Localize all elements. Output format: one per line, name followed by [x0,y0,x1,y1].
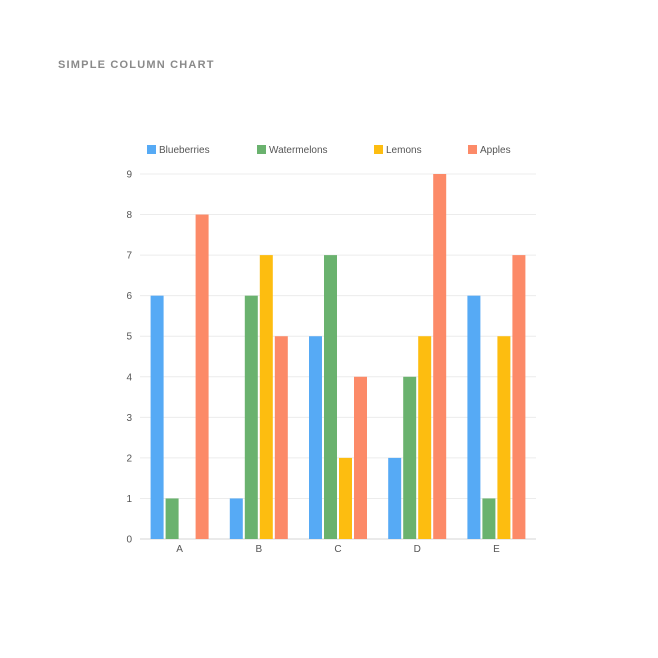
y-tick-label: 1 [126,494,132,505]
legend-label-watermelons: Watermelons [269,145,328,156]
legend-swatch-lemons [374,145,383,154]
bar-apples-e [512,255,526,539]
x-tick-label: B [255,544,262,555]
legend-swatch-watermelons [257,145,266,154]
y-axis-ticks: 0 1 2 3 4 5 6 7 8 9 [126,170,132,546]
y-tick-label: 7 [126,251,132,262]
bar-blueberries-b [229,498,243,539]
bar-blueberries-a [150,295,164,539]
x-tick-label: E [493,544,500,555]
legend-swatch-blueberries [147,145,156,154]
bars [150,174,526,540]
legend-swatch-apples [468,145,477,154]
bar-watermelons-d [403,376,417,539]
x-tick-label: A [176,544,183,555]
y-tick-label: 9 [126,170,132,181]
x-tick-label: D [414,544,421,555]
bar-watermelons-a [165,498,179,539]
bar-blueberries-d [388,457,402,539]
bar-blueberries-e [467,295,481,539]
legend-label-blueberries: Blueberries [159,145,210,156]
x-tick-label: C [334,544,341,555]
bar-apples-c [354,376,367,539]
legend: Blueberries Watermelons Lemons Apples [147,145,511,156]
legend-label-apples: Apples [480,145,511,156]
legend-label-lemons: Lemons [386,145,422,156]
y-tick-label: 5 [126,332,132,343]
bar-watermelons-e [482,498,496,539]
y-tick-label: 0 [126,535,132,546]
x-axis-ticks: A B C D E [176,544,500,555]
bar-lemons-d [418,336,432,539]
bar-apples-d [433,174,447,539]
bar-apples-a [195,214,209,540]
y-tick-label: 4 [126,372,132,383]
chart-title: SIMPLE COLUMN CHART [58,59,215,71]
bar-watermelons-c [324,255,337,539]
bar-lemons-e [497,336,511,539]
bar-apples-b [274,336,288,539]
y-tick-label: 6 [126,291,132,302]
bar-watermelons-b [244,295,258,539]
bar-blueberries-c [309,336,322,539]
bar-lemons-c [339,457,352,539]
bar-lemons-b [259,255,273,539]
y-tick-label: 2 [126,453,132,464]
y-tick-label: 8 [126,210,132,221]
y-tick-label: 3 [126,413,132,424]
